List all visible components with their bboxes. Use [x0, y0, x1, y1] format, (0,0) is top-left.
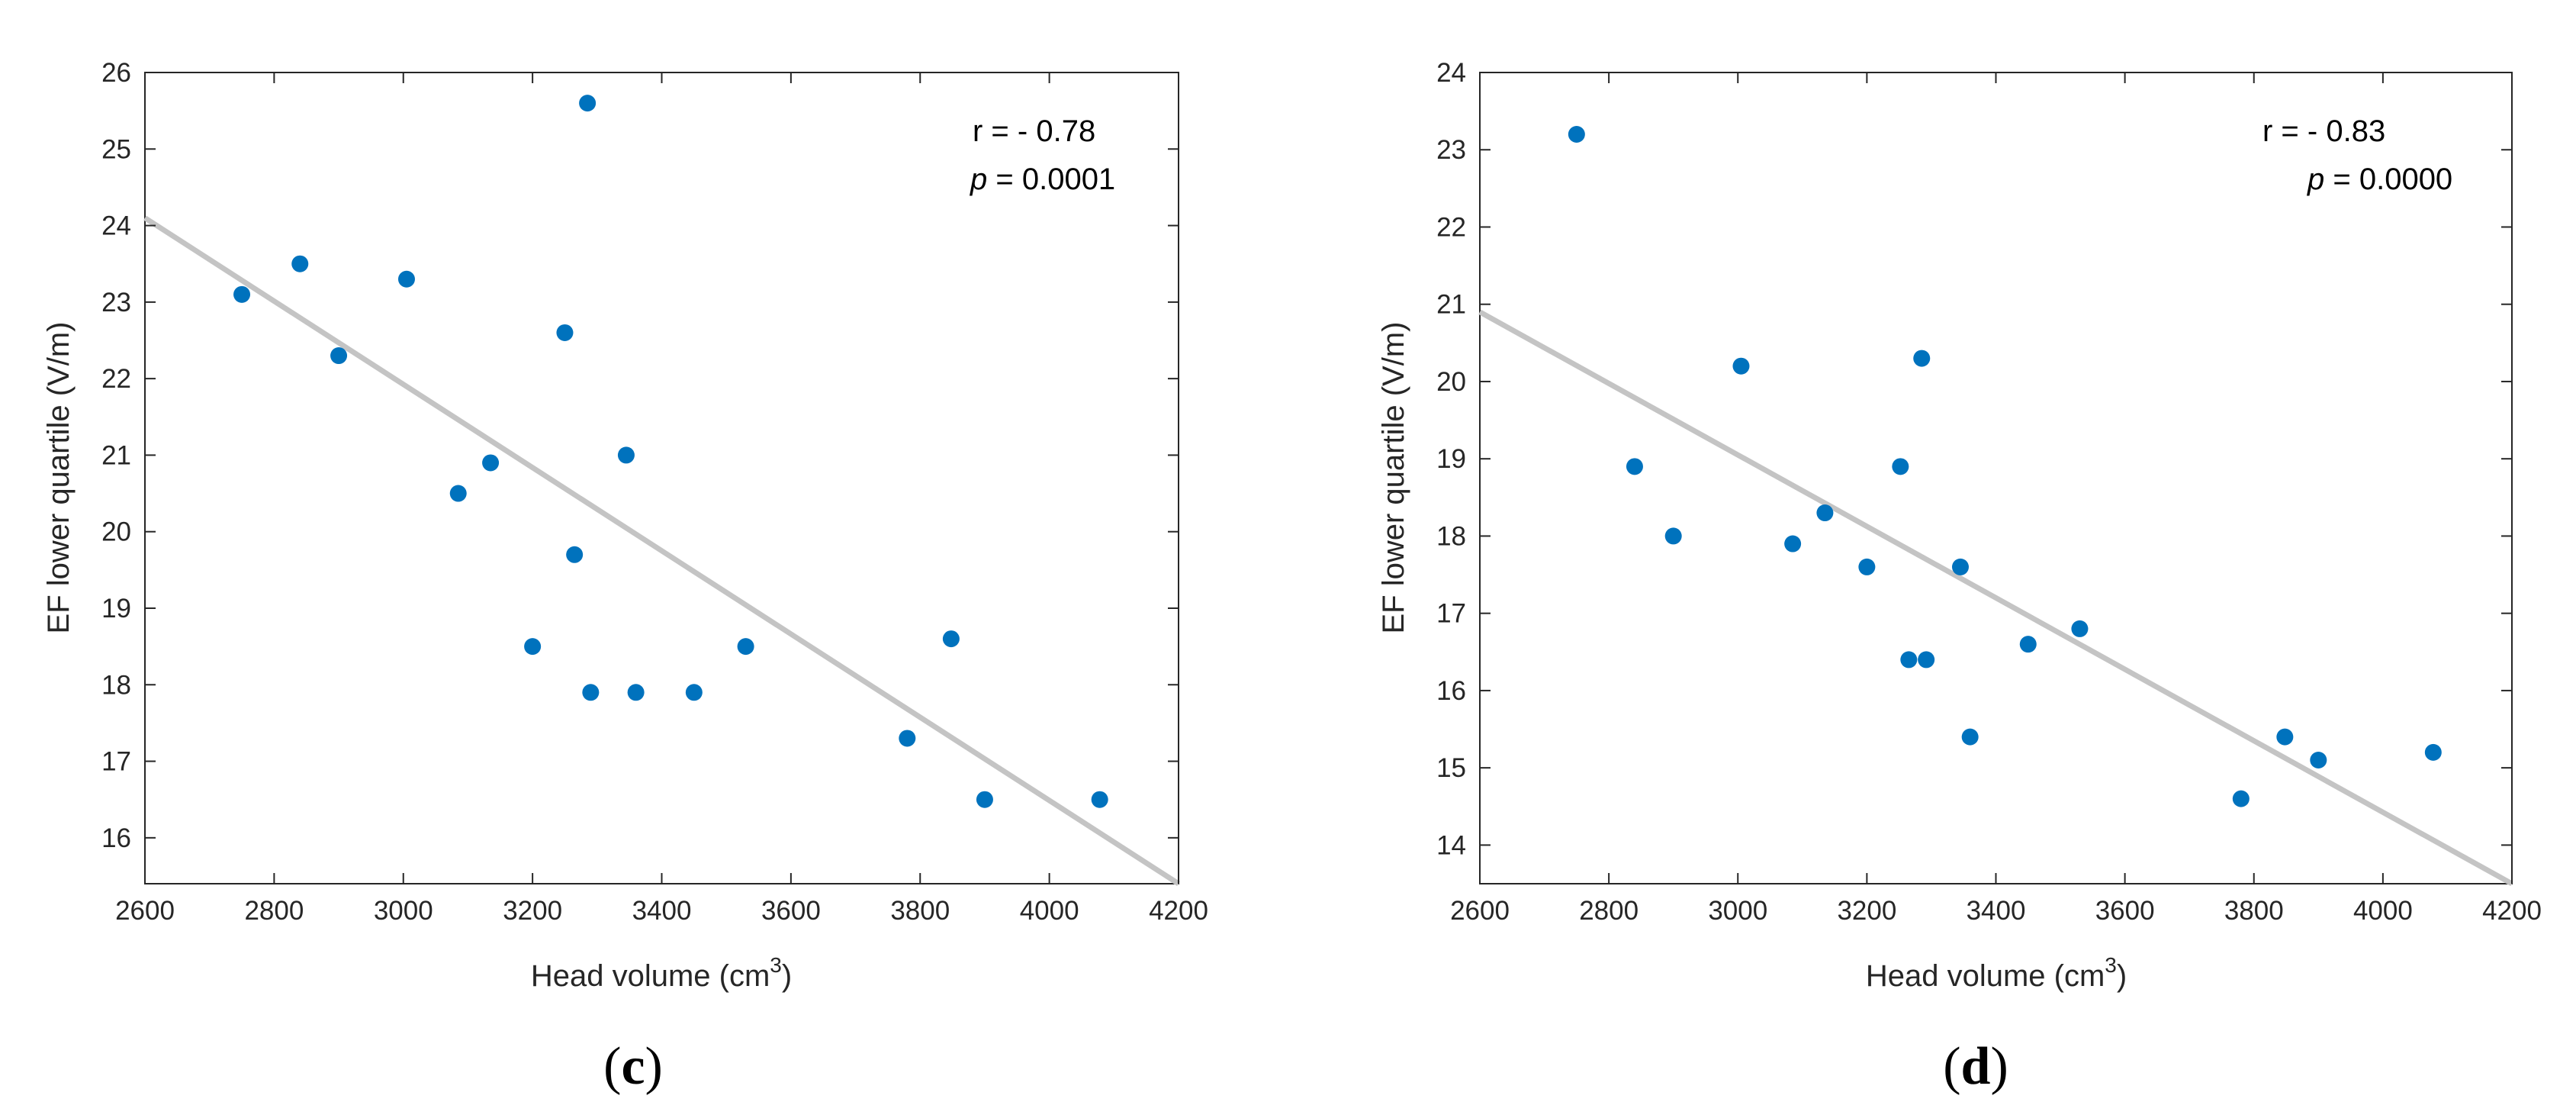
x-tick-label: 3800 — [2224, 896, 2284, 926]
x-tick-label: 3000 — [1708, 896, 1767, 926]
data-point — [1664, 527, 1682, 545]
data-point — [2310, 752, 2327, 769]
y-tick-label: 21 — [1436, 290, 1466, 320]
p-annotation: p = 0.0001 — [970, 163, 1115, 196]
y-tick-label: 17 — [101, 747, 131, 777]
panel-caption-d: (d) — [1943, 1037, 2008, 1096]
y-tick-label: 21 — [101, 440, 131, 470]
data-point — [579, 95, 597, 112]
data-point — [2232, 790, 2250, 807]
data-point — [330, 347, 348, 365]
data-point — [291, 255, 309, 272]
x-tick-label: 4000 — [2353, 896, 2413, 926]
x-tick-label: 3600 — [2095, 896, 2155, 926]
r-annotation: r = - 0.83 — [2262, 114, 2385, 148]
x-axis-label: Head volume (cm3) — [1866, 953, 2127, 993]
y-axis-label: EF lower quartile (V/m) — [42, 322, 76, 634]
data-point — [1900, 651, 1918, 669]
r-annotation: r = - 0.78 — [973, 114, 1095, 148]
y-tick-label: 18 — [1436, 521, 1466, 551]
y-tick-label: 19 — [1436, 444, 1466, 474]
regression-line — [1478, 309, 2513, 887]
data-point — [556, 324, 574, 341]
data-point — [1626, 458, 1643, 475]
x-axis-label: Head volume (cm3) — [531, 953, 792, 993]
x-tick-label: 4000 — [1020, 896, 1079, 926]
y-tick-label: 22 — [101, 364, 131, 394]
data-point — [1951, 558, 1969, 575]
p-annotation: p = 0.0000 — [2307, 163, 2452, 196]
panel-caption-c: (c) — [603, 1037, 663, 1096]
chart-panel-d: 2600 2800 3000 3200 3400 3600 3800 4000 4200 14 15… — [1377, 58, 2542, 1096]
data-point — [617, 446, 635, 464]
data-point — [566, 546, 584, 563]
x-tick-label: 2800 — [1579, 896, 1639, 926]
data-point — [685, 684, 703, 701]
y-tick-label: 18 — [101, 670, 131, 700]
data-point — [942, 630, 960, 648]
data-point — [2424, 743, 2442, 761]
data-point — [627, 684, 645, 701]
y-tick-label: 16 — [1436, 676, 1466, 706]
y-tick-label: 19 — [101, 594, 131, 623]
data-point — [2019, 636, 2037, 653]
data-point — [524, 638, 542, 656]
data-point — [1918, 651, 1935, 669]
data-point — [482, 454, 500, 472]
data-point — [582, 684, 600, 701]
data-point — [1961, 728, 1979, 746]
data-point — [1858, 558, 1876, 575]
data-point — [233, 285, 251, 303]
data-point — [1732, 357, 1750, 375]
data-point — [449, 485, 467, 502]
x-tick-label: 3400 — [1967, 896, 2026, 926]
data-point — [2276, 728, 2294, 746]
data-point — [1784, 535, 1802, 553]
x-tick-label: 3000 — [374, 896, 433, 926]
y-tick-label: 20 — [1436, 367, 1466, 397]
x-tick-label: 3800 — [890, 896, 950, 926]
x-tick-label: 2800 — [244, 896, 304, 926]
y-tick-label: 26 — [101, 58, 131, 88]
x-tick-label: 4200 — [2482, 896, 2542, 926]
data-point — [1568, 125, 1585, 143]
y-tick-label: 23 — [101, 288, 131, 317]
x-tick-label: 2600 — [115, 896, 175, 926]
x-tick-label: 3200 — [1837, 896, 1896, 926]
data-point — [2071, 620, 2089, 637]
data-point — [397, 270, 415, 288]
y-tick-label: 17 — [1436, 599, 1466, 629]
x-tick-label: 3200 — [503, 896, 562, 926]
y-tick-label: 24 — [1436, 58, 1466, 88]
data-point — [1913, 350, 1931, 367]
data-point — [899, 730, 916, 747]
regression-line — [143, 215, 1180, 886]
data-point — [737, 638, 754, 656]
y-tick-label: 25 — [101, 134, 131, 164]
x-tick-label: 4200 — [1149, 896, 1208, 926]
data-point — [1892, 458, 1909, 475]
x-tick-label: 2600 — [1450, 896, 1510, 926]
y-axis-label: EF lower quartile (V/m) — [1377, 322, 1410, 634]
data-point — [1091, 791, 1108, 808]
x-tick-label: 3600 — [761, 896, 821, 926]
y-tick-label: 20 — [101, 517, 131, 547]
data-point — [976, 791, 993, 808]
y-tick-label: 24 — [101, 211, 131, 241]
data-point — [1816, 504, 1834, 522]
x-tick-label: 3400 — [632, 896, 692, 926]
chart-panel-c: 2600 2800 3000 3200 3400 3600 3800 4000 4200 16 17… — [42, 58, 1208, 1096]
y-tick-label: 15 — [1436, 753, 1466, 783]
y-tick-label: 22 — [1436, 212, 1466, 242]
y-tick-label: 23 — [1436, 135, 1466, 165]
y-tick-label: 14 — [1436, 830, 1466, 860]
y-tick-label: 16 — [101, 823, 131, 853]
